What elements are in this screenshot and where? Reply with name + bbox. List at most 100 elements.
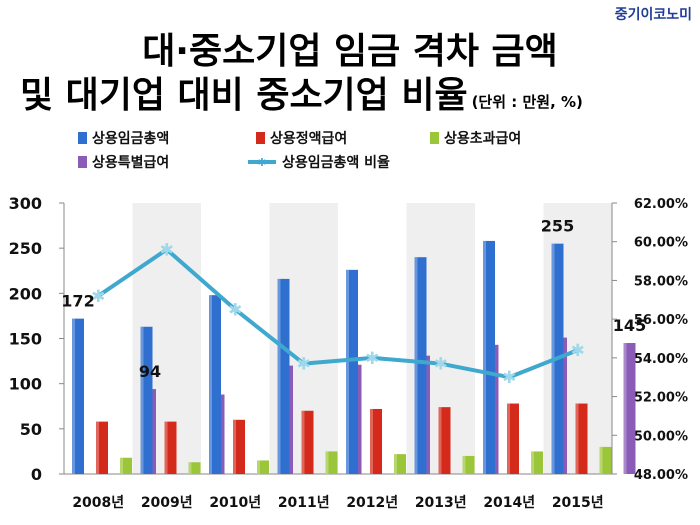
bar-1 xyxy=(164,421,177,474)
legend-swatch-0 xyxy=(78,132,87,144)
bar-2 xyxy=(188,462,201,474)
ratio-point: ✱ xyxy=(160,240,174,260)
unit-label: (단위 : 만원, %) xyxy=(471,93,583,111)
bar-highlight xyxy=(120,457,123,474)
bar-highlight xyxy=(277,278,281,474)
bar-0 xyxy=(209,295,221,474)
data-label: 172 xyxy=(61,292,94,311)
bar-highlight xyxy=(575,403,579,474)
x-tick-label: 2013년 xyxy=(415,495,467,511)
x-tick-label: 2012년 xyxy=(346,495,398,511)
bar-highlight xyxy=(370,408,373,474)
bar-highlight xyxy=(301,410,305,474)
ratio-point: ✱ xyxy=(228,300,242,320)
legend-swatch-3 xyxy=(78,156,87,168)
legend-swatch-2 xyxy=(430,132,439,144)
bar-highlight xyxy=(233,419,236,474)
bar-1 xyxy=(507,403,519,474)
bar-2 xyxy=(462,455,475,474)
bar-2 xyxy=(325,451,338,474)
legend-label-2: 상용초과급여 xyxy=(444,130,521,147)
data-label: 145 xyxy=(613,316,646,335)
ratio-point: ✱ xyxy=(434,355,448,375)
x-tick-label: 2014년 xyxy=(483,495,535,511)
bar-0 xyxy=(72,318,84,474)
bar-highlight xyxy=(483,240,486,474)
bar-1 xyxy=(301,410,314,474)
data-label: 94 xyxy=(139,362,161,381)
x-tick-label: 2009년 xyxy=(141,495,193,511)
bar-highlight xyxy=(438,407,442,474)
bar-2 xyxy=(257,460,269,474)
bar-highlight xyxy=(140,326,144,474)
bar-highlight xyxy=(96,421,99,474)
bar-highlight xyxy=(257,460,260,474)
bar-highlight xyxy=(209,295,212,474)
bars xyxy=(72,240,636,474)
ratio-point: ✱ xyxy=(297,355,311,375)
bar-2 xyxy=(599,446,612,474)
bar-1 xyxy=(438,407,451,474)
ratio-point: ✱ xyxy=(571,341,585,361)
x-tick-label: 2011년 xyxy=(278,495,330,511)
data-label: 255 xyxy=(541,217,574,236)
bar-2 xyxy=(120,457,132,474)
x-tick-label: 2015년 xyxy=(552,495,604,511)
chart-title-line1: 대·중소기업 임금 격차 금액 xyxy=(142,31,558,72)
right-tick-label: 62.00% xyxy=(634,197,688,212)
left-tick-label: 200 xyxy=(9,284,42,303)
bar-0 xyxy=(140,326,153,474)
bar-1 xyxy=(370,408,382,474)
bar-highlight xyxy=(346,269,349,474)
legend-label-3: 상용특별급여 xyxy=(92,154,169,171)
ratio-line-path xyxy=(97,247,579,380)
right-tick-label: 60.00% xyxy=(634,236,688,251)
left-tick-label: 0 xyxy=(31,465,42,484)
legend-label-1: 상용정액급여 xyxy=(270,130,347,147)
ratio-point: ✱ xyxy=(502,368,516,388)
bar-highlight xyxy=(623,343,627,474)
bar-0 xyxy=(277,278,290,474)
bar-highlight xyxy=(531,451,534,474)
right-tick-label: 48.00% xyxy=(634,468,688,483)
bar-0 xyxy=(346,269,358,474)
bar-0 xyxy=(483,240,495,474)
bar-0 xyxy=(414,257,427,474)
chart-title-line2: 및 대기업 대비 중소기업 비율 (단위 : 만원, %) xyxy=(20,66,583,118)
bar-2 xyxy=(394,454,406,474)
bar-highlight xyxy=(325,451,329,474)
x-tick-label: 2010년 xyxy=(209,495,261,511)
right-tick-label: 52.00% xyxy=(634,391,688,406)
right-tick-label: 50.00% xyxy=(634,429,688,444)
chart-title-line2-text: 및 대기업 대비 중소기업 비율 xyxy=(20,75,468,116)
legend-marker: ✱ xyxy=(257,156,266,169)
bar-highlight xyxy=(188,462,192,474)
bar-1 xyxy=(233,419,245,474)
left-tick-label: 300 xyxy=(9,194,42,213)
legend-swatch-1 xyxy=(256,132,265,144)
right-tick-label: 54.00% xyxy=(634,352,688,367)
bar-1 xyxy=(96,421,108,474)
bar-highlight xyxy=(414,257,418,474)
bar-highlight xyxy=(72,318,75,474)
ratio-point: ✱ xyxy=(91,287,105,307)
left-tick-label: 250 xyxy=(9,239,42,258)
legend-label-0: 상용임금총액 xyxy=(92,130,169,147)
ratio-point: ✱ xyxy=(365,349,379,369)
x-tick-label: 2008년 xyxy=(72,495,124,511)
data-labels: 172 94 255 145 xyxy=(61,217,646,381)
bar-highlight xyxy=(394,454,397,474)
bar-2 xyxy=(531,451,543,474)
brand-logo: 중기이코노미 xyxy=(614,7,692,23)
bar-highlight xyxy=(599,446,603,474)
left-tick-label: 150 xyxy=(9,330,42,349)
right-tick-label: 56.00% xyxy=(634,313,688,328)
ratio-line: ✱ ✱ ✱ ✱ ✱ ✱ ✱ ✱ xyxy=(91,240,585,388)
bar-highlight xyxy=(462,455,466,474)
right-tick-label: 58.00% xyxy=(634,274,688,289)
axes: 0 50 100 150 200 250 300 48.00% 50.00% 52.00% 54.0… xyxy=(9,194,688,511)
bar-3 xyxy=(623,343,636,474)
bar-1 xyxy=(575,403,588,474)
